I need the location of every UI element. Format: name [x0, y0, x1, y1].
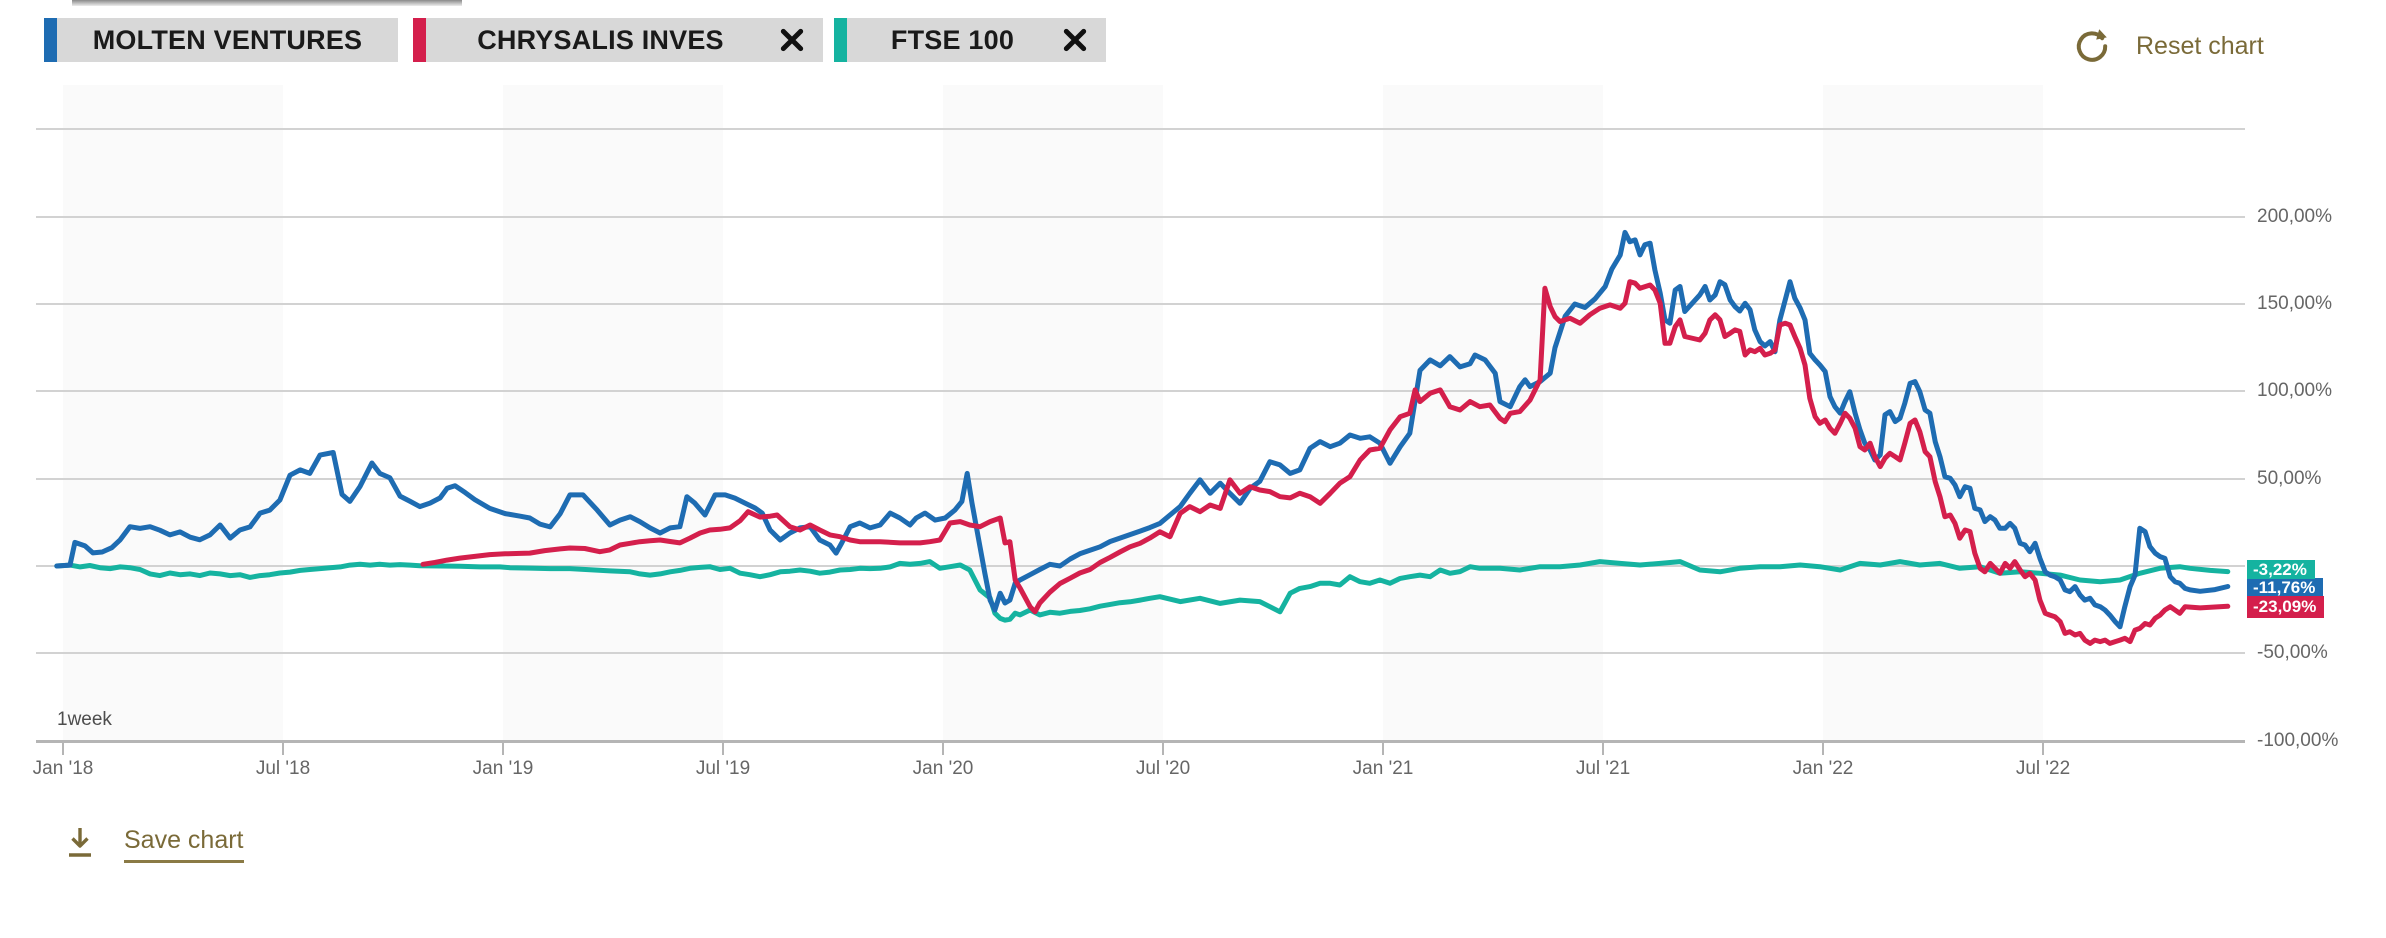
- x-axis-tick: [2042, 743, 2044, 755]
- halfyear-band: [1823, 85, 2043, 741]
- last-value-badge-chrysalis: -23,09%: [2247, 596, 2325, 618]
- x-axis-label: Jan '21: [1352, 758, 1414, 779]
- x-axis-tick: [502, 743, 504, 755]
- y-axis-label: 50,00%: [2257, 467, 2322, 489]
- range-label: 1week: [57, 709, 112, 730]
- x-axis-label: Jul '19: [695, 758, 751, 779]
- y-axis-label: -50,00%: [2257, 642, 2328, 664]
- reset-icon: [2076, 29, 2108, 62]
- y-axis-label: 150,00%: [2257, 293, 2333, 314]
- last-value-badge-molten: -11,76%: [2247, 578, 2324, 597]
- x-axis-tick: [1382, 743, 1384, 755]
- save-chart-button[interactable]: Save chart: [66, 826, 244, 863]
- x-axis-label: Jan '19: [472, 758, 534, 779]
- y-axis-label: -100,00%: [2257, 729, 2339, 751]
- x-axis-label: Jul '22: [2015, 758, 2071, 779]
- top-partial-bar: [72, 0, 462, 6]
- legend-chip-molten-ventures[interactable]: MOLTEN VENTURES: [44, 18, 398, 62]
- reset-chart-label: Reset chart: [2136, 31, 2264, 60]
- y-gridline: [36, 477, 2245, 480]
- y-gridline: [36, 303, 2245, 305]
- legend-chip-label: FTSE 100: [890, 24, 1015, 55]
- legend-chip-label: MOLTEN VENTURES: [92, 24, 363, 55]
- x-axis-tick: [62, 743, 64, 755]
- close-icon[interactable]: [1058, 23, 1092, 57]
- x-axis-tick: [1822, 743, 1824, 755]
- x-axis-tick: [722, 743, 724, 755]
- y-gridline: [36, 215, 2245, 218]
- x-axis-label: Jul '18: [255, 758, 311, 779]
- x-axis-label: Jan '22: [1792, 758, 1854, 779]
- x-axis-label: Jan '20: [912, 758, 974, 779]
- y-gridline: [36, 128, 2245, 131]
- series-color-bar: [413, 18, 426, 62]
- last-value-badge-ftse: -3,22%: [2247, 560, 2315, 579]
- x-axis-tick: [1162, 743, 1164, 755]
- y-gridline: [36, 565, 2245, 567]
- y-axis-label: 100,00%: [2257, 380, 2333, 402]
- series-color-bar: [834, 18, 847, 62]
- x-axis-label: Jan '18: [32, 758, 94, 779]
- series-color-bar: [44, 18, 57, 62]
- download-icon: [69, 828, 91, 857]
- y-axis-label: 200,00%: [2257, 205, 2333, 227]
- legend-chip-ftse-100[interactable]: FTSE 100: [834, 18, 1106, 62]
- legend-chip-label: CHRYSALIS INVES: [477, 24, 724, 55]
- y-gridline: [36, 390, 2245, 393]
- x-axis-label: Jul '20: [1135, 758, 1191, 779]
- legend-chip-chrysalis[interactable]: CHRYSALIS INVES: [413, 18, 823, 62]
- save-chart-label: Save chart: [124, 826, 244, 863]
- halfyear-band: [503, 85, 723, 741]
- halfyear-band: [943, 85, 1163, 741]
- x-axis-line: [36, 740, 2245, 743]
- halfyear-band: [1383, 85, 1603, 741]
- y-gridline: [36, 652, 2245, 655]
- x-axis-label: Jul '21: [1575, 758, 1631, 779]
- x-axis-tick: [1602, 743, 1604, 755]
- halfyear-band: [63, 85, 283, 741]
- reset-chart-button[interactable]: Reset chart: [2072, 24, 2264, 68]
- x-axis-tick: [282, 743, 284, 755]
- close-icon[interactable]: [775, 23, 809, 57]
- x-axis-tick: [942, 743, 944, 755]
